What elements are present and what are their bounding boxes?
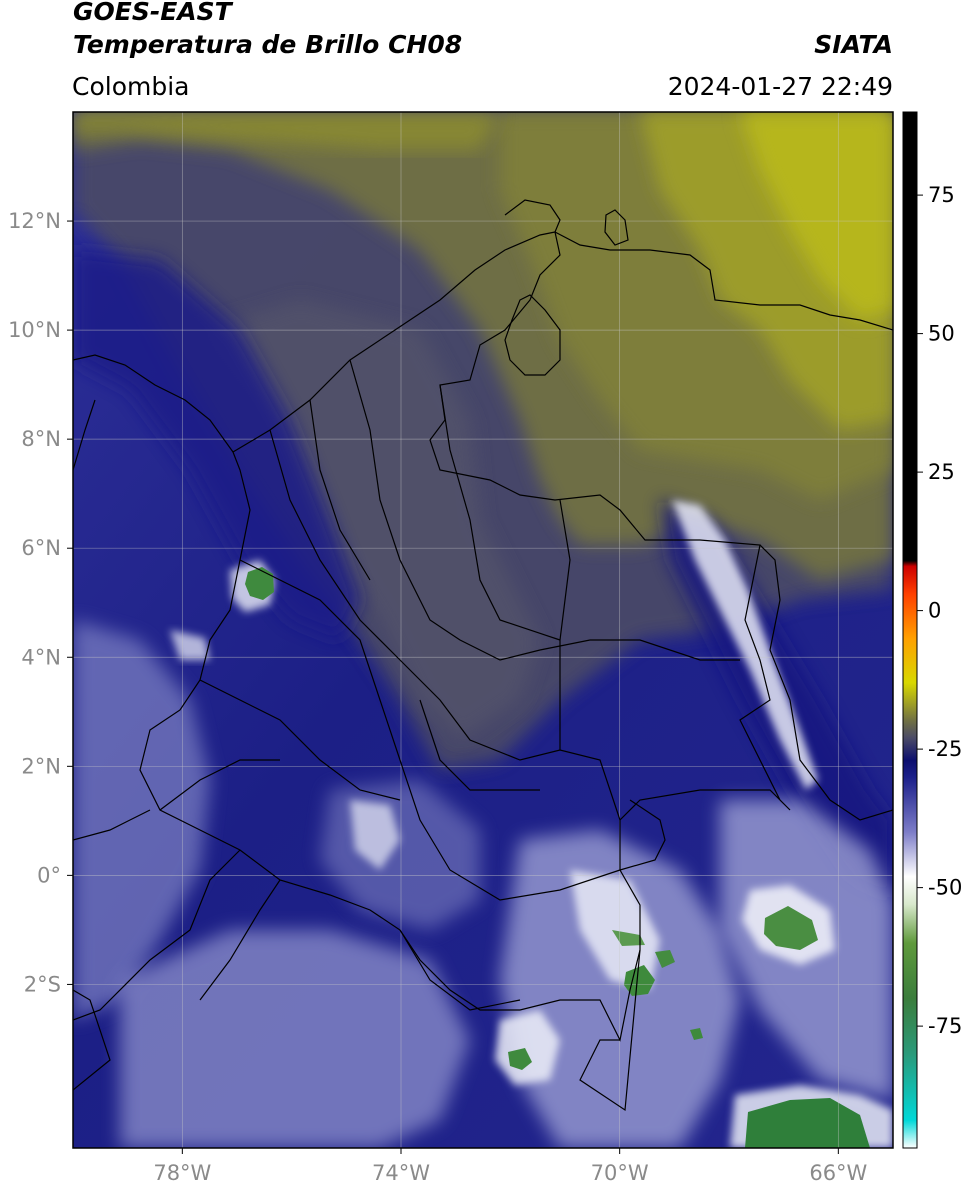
colorbar-tick-label: 0 [928, 599, 941, 623]
lat-tick-label: 12°N [8, 209, 61, 233]
colorbar-ticks: 75 50 25 0 -25 -50 -75 [917, 183, 962, 1038]
lon-tick-label: 66°W [809, 1161, 867, 1185]
lat-tick-label: 4°N [21, 645, 61, 669]
colorbar: 75 50 25 0 -25 -50 -75 [902, 111, 962, 1149]
lat-tick-label: 0° [37, 863, 61, 887]
lat-tick-label: 6°N [21, 536, 61, 560]
lat-tick-label: 10°N [8, 318, 61, 342]
longitude-labels: 78°W 74°W 70°W 66°W [153, 1148, 868, 1185]
colorbar-tick-label: 50 [928, 322, 955, 346]
lat-tick-label: 2°S [24, 972, 61, 996]
region-label: Colombia [72, 72, 190, 101]
lon-tick-label: 78°W [153, 1161, 211, 1185]
lon-tick-label: 74°W [372, 1161, 430, 1185]
cold-cloud-top [245, 567, 274, 600]
lon-tick-label: 70°W [591, 1161, 649, 1185]
product-title: Temperatura de Brillo CH08 [73, 30, 463, 59]
lat-tick-label: 2°N [21, 754, 61, 778]
agency-label: SIATA [814, 30, 893, 59]
brightness-temperature-raster [73, 112, 893, 1148]
latitude-labels: 12°N 10°N 8°N 6°N 4°N 2°N 0° 2°S [8, 209, 73, 996]
graticule [73, 112, 893, 1148]
colorbar-tick-label: -75 [928, 1014, 962, 1038]
colorbar-tick-label: 75 [928, 183, 955, 207]
colorbar-tick-label: 25 [928, 460, 955, 484]
satellite-title: GOES-EAST [73, 0, 232, 26]
colorbar-tick-label: -50 [928, 876, 962, 900]
map-frame [72, 111, 894, 1149]
timestamp-label: 2024-01-27 22:49 [667, 72, 893, 101]
colombia-border [139, 231, 791, 1042]
lat-tick-label: 8°N [21, 427, 61, 451]
colorbar-tick-label: -25 [928, 737, 962, 761]
colorbar-gradient [902, 111, 918, 1149]
political-borders [73, 199, 893, 1112]
